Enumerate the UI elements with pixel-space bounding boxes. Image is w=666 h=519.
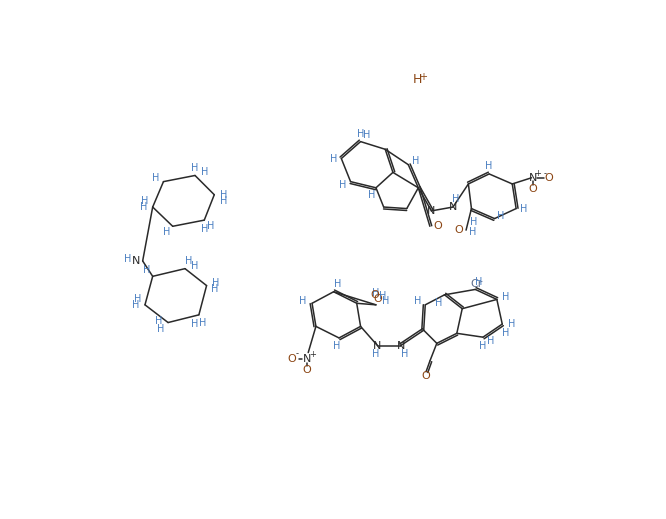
- Text: H: H: [191, 163, 198, 173]
- Text: H: H: [220, 196, 227, 206]
- Text: N: N: [449, 202, 457, 212]
- Text: H: H: [206, 221, 214, 231]
- Text: +: +: [534, 169, 541, 179]
- Text: H: H: [157, 324, 164, 334]
- Text: O: O: [454, 225, 463, 235]
- Text: H: H: [363, 130, 370, 141]
- Text: N: N: [132, 256, 140, 266]
- Text: H: H: [132, 300, 139, 310]
- Text: H: H: [379, 291, 386, 302]
- Text: +: +: [419, 72, 427, 82]
- Text: O: O: [287, 354, 296, 364]
- Text: H: H: [372, 288, 380, 298]
- Text: H: H: [199, 318, 206, 327]
- Text: O: O: [529, 184, 537, 194]
- Text: H: H: [412, 156, 420, 166]
- Text: N: N: [529, 173, 537, 183]
- Text: H: H: [452, 194, 459, 203]
- Text: H: H: [413, 73, 422, 86]
- Text: H: H: [480, 342, 487, 351]
- Text: H: H: [339, 181, 346, 190]
- Text: N: N: [427, 206, 436, 216]
- Text: H: H: [333, 342, 340, 351]
- Text: H: H: [185, 256, 192, 266]
- Text: H: H: [191, 319, 198, 329]
- Text: H: H: [507, 319, 515, 329]
- Text: H: H: [520, 203, 527, 214]
- Text: H: H: [200, 224, 208, 235]
- Text: H: H: [357, 129, 364, 139]
- Text: O: O: [422, 372, 430, 381]
- Text: H: H: [414, 296, 421, 306]
- Text: H: H: [435, 297, 442, 308]
- Text: H: H: [140, 202, 147, 212]
- Text: H: H: [382, 296, 389, 306]
- Text: N: N: [396, 340, 405, 351]
- Text: H: H: [372, 349, 379, 359]
- Text: O: O: [544, 173, 553, 183]
- Text: O: O: [370, 290, 379, 300]
- Text: H: H: [143, 265, 151, 275]
- Text: N: N: [302, 354, 311, 364]
- Text: H: H: [497, 211, 504, 221]
- Text: H: H: [368, 190, 376, 200]
- Text: H: H: [134, 294, 141, 304]
- Text: H: H: [155, 316, 163, 326]
- Text: +: +: [310, 350, 316, 359]
- Text: Cr: Cr: [470, 279, 482, 289]
- Text: H: H: [470, 217, 478, 227]
- Text: H: H: [401, 349, 408, 359]
- Text: -: -: [543, 169, 546, 177]
- Text: H: H: [141, 196, 149, 206]
- Text: H: H: [210, 284, 218, 294]
- Text: H: H: [487, 336, 494, 346]
- Text: H: H: [476, 277, 483, 286]
- Text: H: H: [124, 254, 131, 264]
- Text: H: H: [299, 296, 306, 306]
- Text: H: H: [190, 262, 198, 271]
- Text: H: H: [502, 329, 509, 338]
- Text: -: -: [296, 350, 299, 359]
- Text: N: N: [374, 340, 382, 351]
- Text: O: O: [433, 221, 442, 231]
- Text: H: H: [486, 161, 493, 171]
- Text: O: O: [302, 365, 311, 375]
- Text: H: H: [334, 279, 341, 289]
- Text: H: H: [220, 190, 227, 200]
- Text: H: H: [502, 292, 509, 302]
- Text: H: H: [200, 167, 208, 176]
- Text: H: H: [163, 227, 170, 238]
- Text: H: H: [330, 154, 337, 163]
- Text: H: H: [152, 173, 159, 183]
- Text: H: H: [212, 278, 220, 288]
- Text: H: H: [469, 227, 476, 237]
- Text: O: O: [373, 294, 382, 304]
